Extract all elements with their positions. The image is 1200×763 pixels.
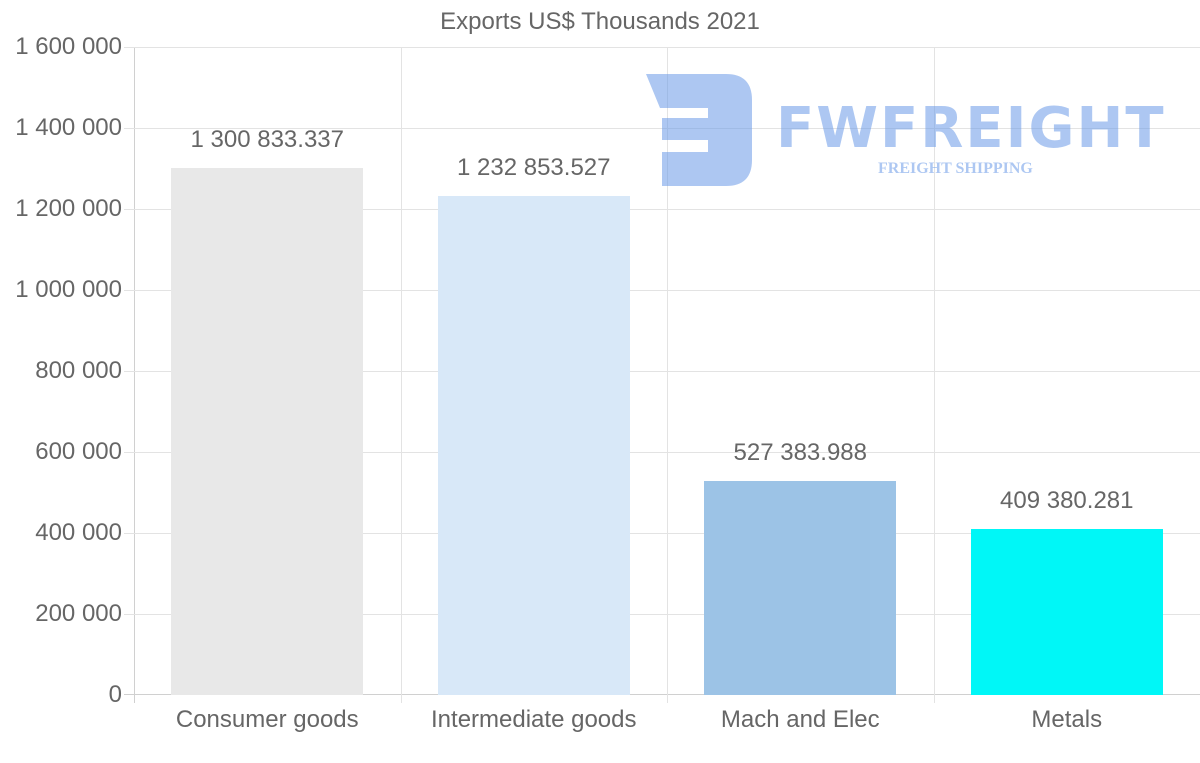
gridline-horizontal	[124, 533, 1200, 534]
fwfreight-logo-icon	[646, 74, 752, 186]
chart-title: Exports US$ Thousands 2021	[440, 8, 760, 35]
gridline-horizontal	[124, 452, 1200, 453]
y-tick-label: 600 000	[35, 438, 122, 465]
bar-value-label: 409 380.281	[1000, 487, 1134, 515]
gridline-horizontal	[124, 47, 1200, 48]
bar-consumer-goods[interactable]	[171, 168, 364, 695]
y-tick-label: 1 400 000	[15, 114, 122, 141]
gridline-vertical	[400, 47, 402, 703]
x-tick-label: Intermediate goods	[431, 706, 637, 733]
bar-value-label: 1 300 833.337	[190, 126, 344, 154]
y-tick-label: 1 200 000	[15, 195, 122, 222]
y-tick-label: 400 000	[35, 519, 122, 546]
y-tick-label: 200 000	[35, 600, 122, 627]
bar-mach-and-elec[interactable]	[704, 481, 897, 695]
gridline-horizontal	[124, 371, 1200, 372]
bar-intermediate-goods[interactable]	[437, 195, 630, 695]
x-tick-label: Metals	[1031, 706, 1103, 733]
watermark-tagline: FREIGHT SHIPPING	[878, 160, 1033, 177]
y-tick-label: 1 600 000	[15, 33, 122, 60]
x-tick-label: Mach and Elec	[720, 706, 880, 733]
y-tick-label: 1 000 000	[15, 276, 122, 303]
y-tick-label: 0	[108, 681, 122, 708]
watermark-brand: FWFREIGHT	[776, 96, 1166, 161]
gridline-vertical	[933, 47, 935, 703]
y-tick-label: 800 000	[35, 357, 122, 384]
bar-value-label: 1 232 853.527	[457, 153, 611, 181]
x-tick-label: Consumer goods	[175, 706, 359, 733]
y-axis-line	[134, 47, 135, 703]
x-axis-line	[124, 694, 1200, 695]
bar-metals[interactable]	[970, 529, 1163, 695]
watermark-logo: FWFREIGHT FREIGHT SHIPPING	[646, 74, 1166, 186]
plot-area: 1 300 833.337 1 232 853.527 527 383.988 409…	[124, 47, 1200, 703]
gridline-horizontal	[124, 209, 1200, 210]
bar-value-label: 527 383.988	[733, 439, 867, 467]
gridline-vertical	[667, 47, 668, 703]
gridline-horizontal	[124, 290, 1200, 291]
gridline-horizontal	[124, 614, 1200, 615]
